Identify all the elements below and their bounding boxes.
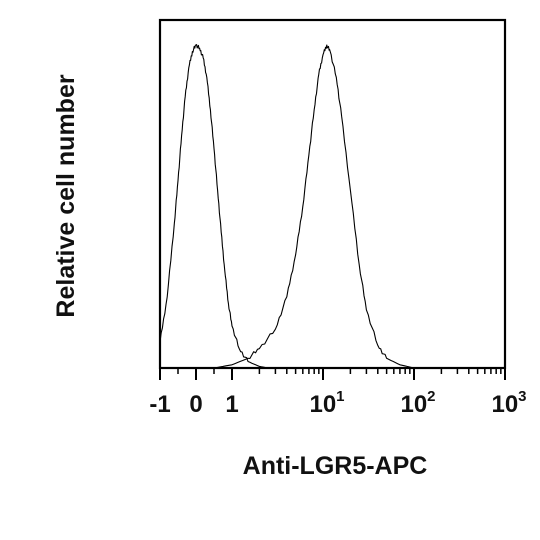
plot-frame: [158, 18, 507, 370]
x-tick-label: 103: [491, 388, 526, 418]
x-tick-label: 0: [189, 391, 202, 418]
tick-label-base: -1: [149, 391, 170, 418]
x-axis-tick-labels: -1 0 1 101 102 103: [149, 388, 526, 418]
histogram-curves: [159, 44, 415, 369]
tick-label-exponent: 2: [427, 388, 435, 405]
tick-label-base: 1: [225, 391, 238, 418]
x-tick-label: -1: [149, 391, 170, 418]
x-axis-ticks: [159, 368, 506, 380]
y-axis-label: Relative cell number: [52, 74, 80, 317]
tick-label-base: 10: [491, 391, 518, 418]
x-tick-label: 1: [225, 391, 238, 418]
tick-label-exponent: 3: [518, 388, 526, 405]
tick-label-base: 0: [189, 391, 202, 418]
histogram-series-2: [213, 44, 415, 369]
histogram-series-1: [159, 44, 276, 369]
x-tick-label: 101: [309, 388, 344, 418]
tick-label-base: 10: [400, 391, 427, 418]
tick-label-exponent: 1: [336, 388, 344, 405]
tick-label-base: 10: [309, 391, 336, 418]
x-tick-label: 102: [400, 388, 435, 418]
x-axis-label: Anti-LGR5-APC: [243, 452, 428, 480]
